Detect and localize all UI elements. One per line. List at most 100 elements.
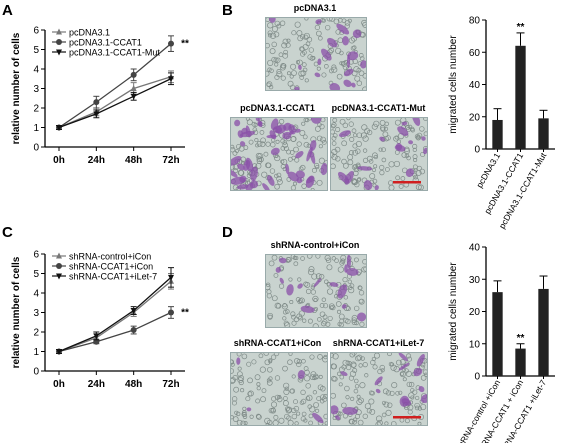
chart-b-y-tick-label: 80: [469, 16, 481, 27]
chart-d-significance: **: [517, 333, 525, 344]
micrograph-title-b-right: pcDNA3.1-CCAT1-Mut: [331, 103, 426, 113]
micrograph-pore: [303, 366, 309, 372]
micrograph-pore: [353, 257, 359, 263]
micrograph-pore: [266, 380, 273, 386]
micrograph-pore: [291, 413, 298, 420]
micrograph-pore: [364, 373, 369, 378]
micrograph-pore: [332, 118, 338, 123]
micrograph-cell: [257, 120, 263, 128]
micrograph-pore: [413, 168, 418, 173]
panel-label-c: C: [2, 224, 13, 241]
micrograph-pore: [256, 156, 263, 162]
micrograph-pore: [257, 153, 264, 160]
micrograph-pore: [345, 318, 351, 325]
micrograph-pore: [280, 75, 286, 81]
micrograph-pore: [341, 364, 347, 370]
micrograph-cell: [408, 140, 414, 145]
micrograph-pore: [278, 283, 285, 289]
micrograph-pore: [309, 354, 315, 360]
micrograph-pore: [266, 284, 271, 291]
micrograph-cell: [344, 264, 348, 273]
micrograph-pore: [315, 255, 321, 259]
micrograph-pore: [231, 377, 236, 384]
micrograph-pore: [388, 161, 395, 168]
micrograph-pore: [312, 375, 317, 381]
panel-label-a: A: [2, 2, 13, 19]
micrograph-pore: [379, 164, 385, 171]
micrograph-pore: [294, 21, 301, 28]
micrograph-pore: [303, 281, 309, 287]
chart-d-y-tick-label: 20: [469, 307, 481, 318]
chart-a-legend-marker-3: [56, 49, 62, 56]
micrograph-cell: [352, 29, 362, 39]
micrograph-cell: [315, 19, 322, 25]
micrograph-pore: [375, 415, 383, 422]
micrograph-pore: [331, 363, 337, 370]
micrograph-pore: [324, 421, 327, 425]
chart-c-y-tick-label: 0: [33, 367, 39, 378]
micrograph-pore: [324, 279, 329, 284]
micrograph-pore: [344, 19, 351, 26]
micrograph-pore: [275, 303, 282, 309]
micrograph-pore: [309, 406, 316, 413]
micrograph-pore: [306, 255, 313, 259]
micrograph-cell: [327, 37, 338, 48]
micrograph-pore: [335, 29, 341, 35]
micrograph-pore: [364, 403, 371, 410]
micrograph-cell: [320, 163, 327, 176]
micrograph-pore: [373, 353, 380, 359]
chart-c-y-tick-label: 2: [33, 328, 39, 339]
micrograph-pore: [231, 400, 237, 406]
micrograph-pore: [313, 297, 318, 302]
micrograph-pore: [348, 37, 355, 44]
micrograph-pore: [322, 319, 328, 325]
micrograph-pore: [266, 42, 270, 49]
micrograph-cell: [398, 362, 410, 371]
micrograph-pore: [295, 297, 301, 302]
micrograph-pore: [373, 120, 380, 127]
chart-a-legend-label-1: pcDNA3.1: [69, 28, 110, 38]
micrograph-pore: [281, 158, 288, 166]
micrograph-pore: [323, 303, 329, 309]
micrograph-pore: [310, 289, 316, 295]
micrograph-pore: [378, 147, 383, 152]
micrograph-pore: [268, 407, 275, 414]
micrograph-pore: [351, 178, 357, 184]
micrograph-pore: [280, 146, 286, 151]
micrograph-pore: [385, 135, 391, 141]
micrograph-cell: [269, 130, 277, 140]
micrograph-pore: [331, 122, 337, 128]
micrograph-pore: [278, 118, 285, 125]
micrograph-pore: [347, 361, 352, 366]
micrograph-pore: [350, 396, 355, 401]
micrograph-pore: [325, 24, 331, 31]
micrograph-pore: [316, 396, 322, 401]
micrograph-cell: [295, 170, 305, 179]
micrograph-pore: [318, 374, 323, 379]
micrograph-pore: [240, 420, 246, 425]
micrograph-pore: [368, 390, 374, 396]
micrograph-pore: [415, 184, 422, 190]
micrograph-pore: [369, 173, 376, 180]
micrograph-cell: [321, 48, 332, 61]
micrograph-pore: [291, 320, 297, 326]
chart-b-y-tick-label: 40: [469, 80, 481, 91]
micrograph-pore: [283, 145, 289, 152]
micrograph-pore: [303, 141, 310, 148]
chart-b-y-axis-label: migrated cells number: [448, 35, 459, 134]
micrograph-cell: [342, 407, 358, 415]
chart-c-point: [56, 349, 62, 355]
micrograph-cell: [255, 118, 261, 122]
micrograph-cell: [305, 175, 315, 188]
micrograph-pore: [414, 402, 420, 409]
micrograph-pore: [289, 84, 296, 90]
micrograph-pore: [348, 150, 354, 156]
micrograph-pore: [291, 30, 297, 36]
micrograph-pore: [293, 181, 297, 186]
micrograph-pore: [331, 135, 337, 141]
micrograph-pore: [286, 71, 291, 76]
micrograph-pore: [278, 417, 285, 424]
chart-b-y-tick-label: 60: [469, 48, 481, 59]
micrograph-pore: [236, 144, 242, 150]
micrograph-pore: [362, 413, 368, 419]
